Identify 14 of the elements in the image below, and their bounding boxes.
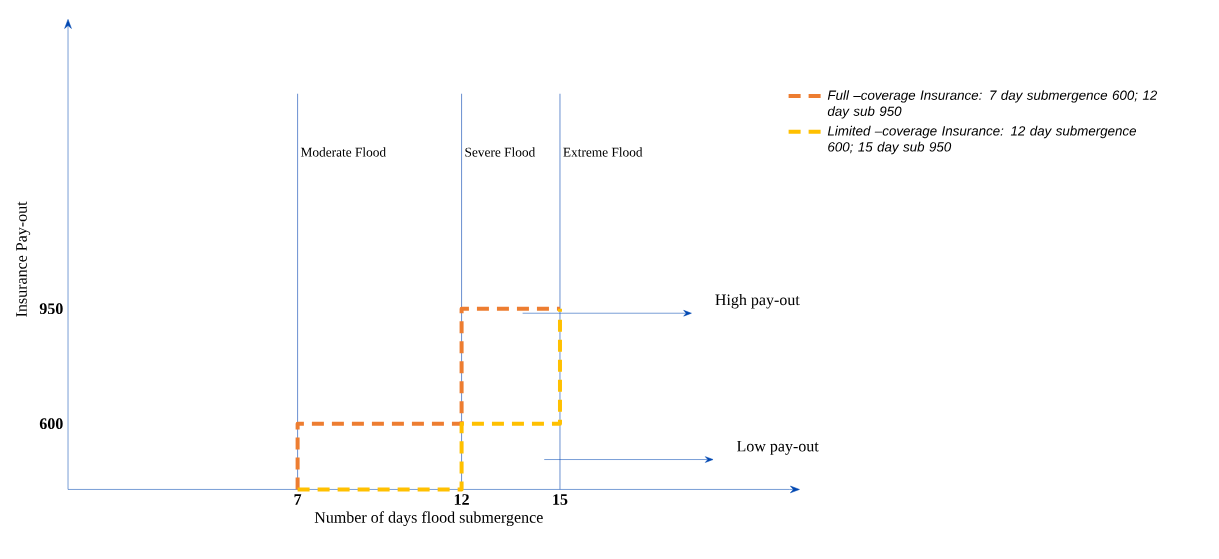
ref-line-label: Extreme Flood — [563, 147, 643, 157]
x-tick-label: 7 — [294, 494, 302, 505]
x-axis-title: Number of days flood submergence — [314, 511, 543, 527]
annotation: High pay-out — [715, 294, 800, 309]
x-tick-label: 12 — [454, 494, 469, 505]
ref-line-label: Moderate Flood — [300, 147, 386, 157]
y-tick-label: 950 — [39, 303, 63, 315]
legend-label: Limited –coverage Insurance: 12 day submergence 600; 15 day sub 950 — [827, 125, 1137, 155]
ref-line-label: Severe Flood — [465, 147, 536, 157]
y-tick-label: 600 — [39, 418, 63, 430]
y-axis-title: Insurance Pay-out — [16, 201, 31, 317]
x-tick-label: 15 — [553, 494, 568, 505]
annotation: Low pay-out — [737, 440, 819, 455]
legend-label: Full –coverage Insurance: 7 day submergence 600; 12 day sub 950 — [827, 90, 1158, 119]
